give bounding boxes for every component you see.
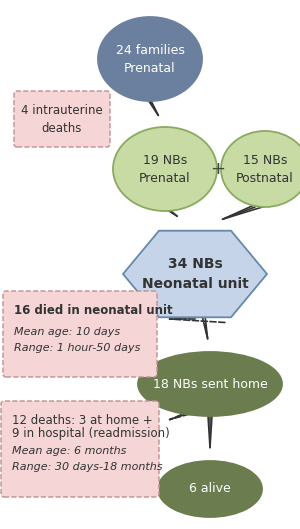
Text: Range: 1 hour-50 days: Range: 1 hour-50 days — [14, 343, 140, 353]
Text: Range: 30 days-18 months: Range: 30 days-18 months — [12, 462, 163, 472]
Text: 4 intrauterine
deaths: 4 intrauterine deaths — [21, 104, 103, 134]
Text: 34 NBs
Neonatal unit: 34 NBs Neonatal unit — [142, 257, 248, 291]
Ellipse shape — [98, 17, 202, 101]
Ellipse shape — [113, 127, 217, 211]
FancyBboxPatch shape — [1, 401, 159, 497]
FancyBboxPatch shape — [3, 291, 157, 377]
Text: 12 deaths: 3 at home +: 12 deaths: 3 at home + — [12, 414, 153, 427]
Ellipse shape — [158, 461, 262, 517]
Text: Mean age: 6 months: Mean age: 6 months — [12, 446, 126, 457]
Text: 16 died in neonatal unit: 16 died in neonatal unit — [14, 304, 172, 317]
Text: 15 NBs
Postnatal: 15 NBs Postnatal — [236, 153, 294, 185]
Ellipse shape — [221, 131, 300, 207]
Text: 6 alive: 6 alive — [189, 482, 231, 496]
Text: Mean age: 10 days: Mean age: 10 days — [14, 327, 120, 338]
Text: 9 in hospital (readmission): 9 in hospital (readmission) — [12, 427, 170, 440]
Text: 19 NBs
Prenatal: 19 NBs Prenatal — [139, 153, 191, 185]
Text: 24 families
Prenatal: 24 families Prenatal — [116, 43, 184, 75]
Text: 18 NBs sent home: 18 NBs sent home — [153, 378, 267, 390]
Text: +: + — [211, 160, 226, 178]
FancyBboxPatch shape — [14, 91, 110, 147]
Ellipse shape — [138, 352, 282, 416]
Polygon shape — [123, 231, 267, 317]
